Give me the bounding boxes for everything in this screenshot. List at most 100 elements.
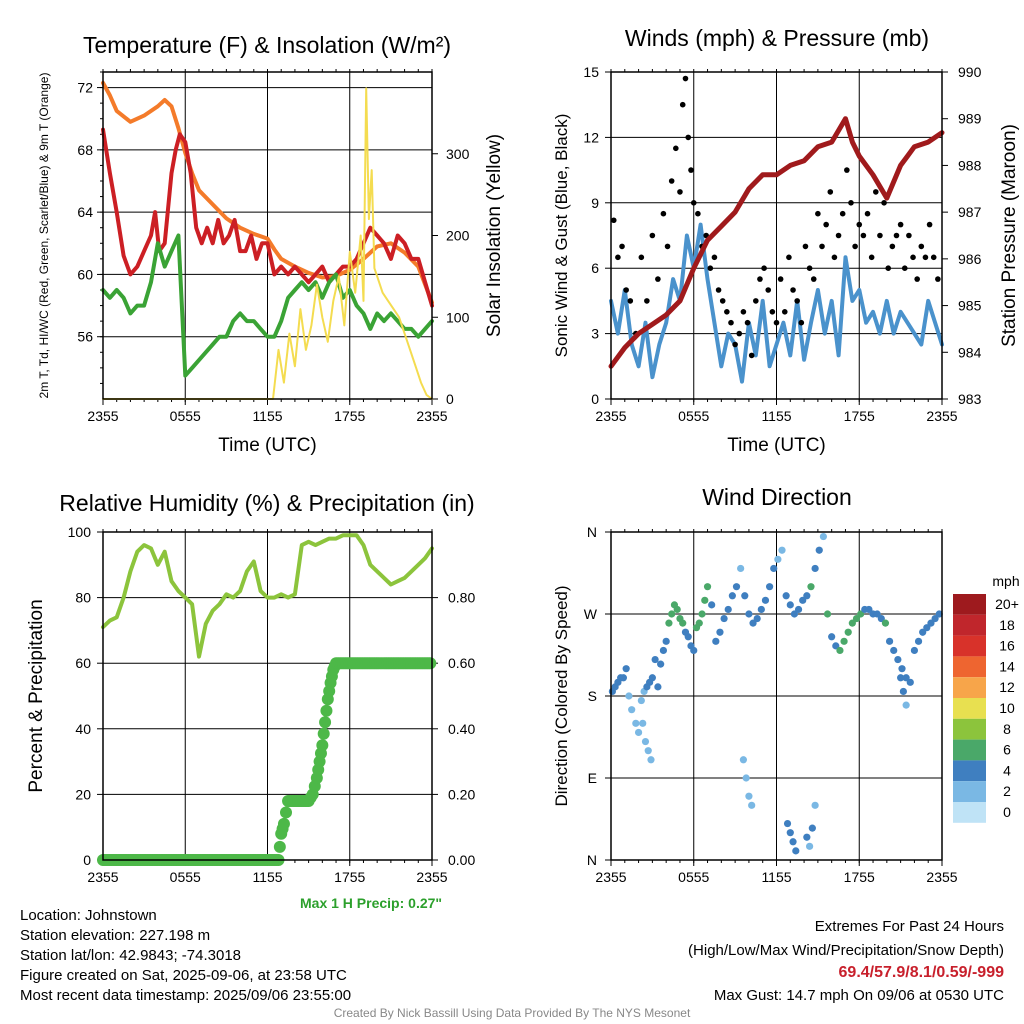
winds-x-axis-label: Time (UTC) <box>727 435 826 456</box>
humidity-x-tick-label: 0555 <box>170 869 201 885</box>
direction-point <box>865 605 873 614</box>
temperature-series-dewpoint <box>101 233 434 378</box>
direction-point <box>748 801 756 809</box>
humidity-x-tick-label: 1755 <box>334 869 365 885</box>
humidity-y2-tick-label: 0.80 <box>448 590 475 606</box>
winds-gust-point <box>610 217 617 224</box>
direction-x-tick-label: 1155 <box>761 869 791 885</box>
direction-point <box>808 824 816 832</box>
temperature-x-axis-label: Time (UTC) <box>218 435 317 456</box>
extremes-values: 69.4/57.9/8.1/0.59/-999 <box>838 964 1004 981</box>
direction-x-tick-label: 2355 <box>595 869 626 885</box>
direction-point <box>902 701 910 709</box>
winds-gust-point <box>695 210 701 217</box>
direction-point <box>728 592 736 600</box>
colorbar-label: 16 <box>999 638 1015 654</box>
winds-gust-point <box>831 254 838 261</box>
colorbar-label: 10 <box>999 700 1015 716</box>
direction-point <box>644 747 652 755</box>
direction-point <box>651 655 659 664</box>
direction-point <box>919 628 927 636</box>
humidity-y-tick-label: 20 <box>75 786 91 802</box>
winds-gust-point <box>627 298 634 304</box>
direction-point <box>923 624 931 632</box>
extremes-description: (High/Low/Max Wind/Precipitation/Snow De… <box>688 942 1004 959</box>
panel-humidity: Relative Humidity (%) & Precipitation (i… <box>26 490 475 885</box>
direction-point <box>703 583 712 591</box>
temperature-y2-tick-label: 300 <box>446 146 470 162</box>
footer-location: Location: Johnstown <box>20 907 157 924</box>
direction-point <box>873 610 881 618</box>
colorbar-label: 12 <box>999 679 1015 695</box>
panel-winds: Winds (mph) & Pressure (mb) 2355 0555 1155 1… <box>552 25 1020 456</box>
humidity-y-tick-label: 60 <box>75 655 91 671</box>
winds-y-axis-label: Sonic Wind & Gust (Blue, Black) <box>552 114 571 358</box>
winds-gust-point <box>715 287 722 293</box>
panel-temperature: Temperature (F) & Insolation (W/m²)2355 0… <box>37 32 505 456</box>
winds-gust-point <box>688 167 694 173</box>
direction-y-tick-label: N <box>587 852 597 868</box>
winds-gust-point <box>753 298 759 304</box>
winds-x-tick-label: 2355 <box>926 408 957 424</box>
winds-gust-point <box>798 319 805 326</box>
direction-point <box>634 728 643 737</box>
winds-gust-point <box>638 254 645 261</box>
direction-point <box>881 619 890 627</box>
winds-gust-point <box>889 243 896 250</box>
winds-x-tick-label: 2355 <box>595 408 626 424</box>
winds-plot-frame <box>610 71 943 400</box>
winds-gust-point <box>856 221 863 228</box>
winds-y2-tick-label: 985 <box>958 298 982 314</box>
winds-x-tick-label: 1155 <box>761 408 791 424</box>
direction-point <box>665 619 673 627</box>
direction-point <box>749 619 757 627</box>
temperature-x-tick-label: 2355 <box>416 408 447 424</box>
winds-gust-point <box>873 189 879 195</box>
direction-point <box>848 619 856 627</box>
direction-x-tick-label: 2355 <box>926 869 957 885</box>
winds-series-wind <box>609 222 944 384</box>
temperature-series-temp9m <box>101 80 434 305</box>
direction-point <box>910 646 919 655</box>
temperature-y2-tick-label: 200 <box>446 228 470 244</box>
temperature-y2-tick-label: 0 <box>446 391 454 407</box>
humidity-precip-point <box>277 817 290 830</box>
direction-point <box>632 719 640 727</box>
winds-y2-tick-label: 986 <box>958 251 982 267</box>
colorbar-swatch <box>953 594 986 615</box>
temperature-y-axis-label: 2m T, Td, HI/WC (Red, Green, Scarlet/Blu… <box>37 73 51 399</box>
humidity-title: Relative Humidity (%) & Precipitation (i… <box>59 490 474 516</box>
direction-point <box>778 546 786 554</box>
winds-gust-point <box>827 189 834 195</box>
winds-y2-tick-label: 990 <box>958 64 982 80</box>
winds-gust-point <box>748 352 755 359</box>
winds-gust-point <box>690 200 697 206</box>
winds-gust-point <box>724 309 730 315</box>
temperature-x-tick-label: 1755 <box>334 408 365 424</box>
direction-point <box>737 564 745 573</box>
direction-point <box>757 605 765 614</box>
direction-point <box>732 583 741 591</box>
winds-gust-point <box>848 200 854 206</box>
direction-x-tick-label: 1755 <box>844 869 875 885</box>
winds-y2-tick-label: 983 <box>958 391 982 407</box>
temperature-y-tick-label: 64 <box>77 204 93 220</box>
humidity-precip-point <box>424 657 437 670</box>
winds-gust-point <box>673 145 679 152</box>
winds-y-tick-label: 0 <box>591 391 599 407</box>
winds-gust-point <box>728 319 734 326</box>
direction-point <box>792 847 800 855</box>
colorbar-swatch <box>953 781 986 802</box>
direction-point <box>625 692 633 700</box>
direction-point <box>637 696 645 705</box>
temperature-y-tick-label: 68 <box>77 142 93 158</box>
winds-y-tick-label: 9 <box>591 195 599 211</box>
direction-point <box>890 646 898 655</box>
direction-point <box>832 642 840 650</box>
direction-point <box>902 674 910 682</box>
direction-point <box>815 546 823 554</box>
winds-gust-point <box>868 254 875 261</box>
direction-point <box>742 774 750 782</box>
direction-point <box>770 564 778 573</box>
